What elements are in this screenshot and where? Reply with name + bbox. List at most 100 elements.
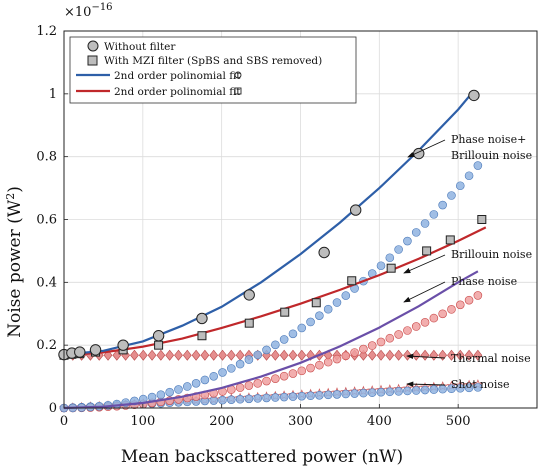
point-thermal-noise (420, 349, 430, 361)
point-with-mzi-filter-spbs-and-sbs-removed (197, 331, 207, 341)
point-phase-noise (315, 360, 324, 370)
point-without-filter (89, 344, 102, 356)
legend-square-symbol (234, 87, 242, 95)
annotation-phase-brillouin-line1: Phase noise+ (451, 133, 526, 146)
point-phase-noise-brillouin-noise (403, 236, 412, 246)
arrow-phase (403, 281, 446, 303)
point-shot-noise-blue (385, 387, 395, 397)
point-phase-noise-brillouin-noise (447, 191, 456, 200)
point-phase-noise-brillouin-noise (209, 371, 218, 381)
annotation-brillouin: Brillouin noise (451, 248, 532, 261)
point-shot-noise-blue (394, 387, 403, 396)
point-phase-noise-brillouin-noise (376, 261, 386, 271)
point-with-mzi-filter-spbs-and-sbs-removed (386, 263, 396, 273)
point-without-filter (196, 312, 208, 325)
point-phase-noise (323, 357, 333, 367)
point-shot-noise-blue (455, 383, 465, 393)
point-phase-noise (473, 291, 483, 300)
point-thermal-noise (403, 349, 412, 361)
point-phase-noise (359, 344, 368, 354)
point-without-filter (349, 204, 362, 216)
point-phase-noise-brillouin-noise (288, 329, 298, 339)
point-shot-noise-blue (297, 391, 307, 401)
point-without-filter (318, 246, 330, 259)
point-phase-noise-brillouin-noise (235, 359, 245, 369)
point-thermal-noise (367, 349, 377, 361)
y-tick-label: 0.4 (36, 275, 57, 290)
point-phase-noise (403, 326, 412, 335)
point-with-mzi-filter-spbs-and-sbs-removed (244, 318, 254, 328)
point-phase-noise (420, 318, 430, 327)
point-phase-noise-brillouin-noise (473, 161, 483, 170)
point-phase-noise-brillouin-noise (420, 219, 430, 228)
point-shot-noise-blue (341, 389, 351, 399)
point-phase-noise-brillouin-noise (341, 291, 351, 300)
point-phase-noise-brillouin-noise (279, 335, 289, 344)
point-shot-noise-blue (367, 388, 377, 397)
point-phase-noise (244, 381, 254, 390)
point-shot-noise-blue (376, 387, 386, 397)
point-without-filter (243, 289, 255, 301)
axis-ticks: 0 100 200 300 400 500 0 0.2 0.4 0.6 0.8 1 1.2 (36, 24, 470, 429)
point-shot-noise-blue (253, 394, 263, 403)
point-phase-noise-brillouin-noise (156, 390, 166, 400)
point-phase-noise-brillouin-noise (147, 392, 157, 402)
series-line-brillouin-noise (63, 270, 479, 410)
y-tick-label: 1.2 (36, 24, 57, 39)
point-thermal-noise (429, 349, 439, 361)
point-phase-noise (297, 366, 307, 376)
point-shot-noise-blue (420, 385, 430, 395)
point-with-mzi-filter-spbs-and-sbs-removed (445, 235, 455, 245)
point-shot-noise-blue (227, 395, 236, 404)
point-shot-noise-blue (235, 394, 245, 404)
point-phase-noise (279, 371, 289, 381)
point-shot-noise-blue (323, 390, 333, 400)
point-shot-noise-blue (473, 383, 483, 392)
point-thermal-noise (376, 349, 386, 361)
point-phase-noise (253, 379, 263, 388)
x-tick-label: 300 (288, 414, 313, 429)
point-thermal-noise (130, 349, 139, 361)
point-phase-noise (411, 322, 421, 331)
point-thermal-noise (270, 349, 280, 361)
point-phase-noise-brillouin-noise (306, 317, 315, 327)
point-phase-noise (367, 341, 377, 350)
y-exponent: ×10−16 (64, 2, 113, 20)
point-phase-noise (235, 383, 245, 392)
point-shot-noise-blue (438, 384, 447, 394)
point-phase-noise (429, 313, 439, 323)
point-phase-noise-brillouin-noise (297, 323, 307, 333)
point-phase-noise (332, 354, 342, 364)
point-phase-noise (376, 337, 386, 347)
point-phase-noise-brillouin-noise (218, 368, 227, 377)
point-phase-noise (341, 351, 351, 361)
point-without-filter (74, 346, 86, 358)
point-thermal-noise (306, 349, 315, 361)
x-tick-label: 200 (209, 414, 234, 429)
point-thermal-noise (411, 349, 421, 361)
point-phase-noise (262, 376, 271, 386)
point-phase-noise (306, 363, 315, 373)
point-thermal-noise (156, 349, 166, 361)
point-with-mzi-filter-spbs-and-sbs-removed (477, 215, 487, 224)
point-without-filter (468, 89, 480, 102)
point-thermal-noise (165, 349, 175, 361)
point-thermal-noise (438, 349, 448, 361)
point-thermal-noise (138, 349, 148, 361)
point-thermal-noise (174, 349, 183, 361)
legend: Without filter With MZI filter (SpBS and… (69, 36, 357, 104)
x-axis-label: Mean backscattered power (nW) (121, 447, 403, 467)
point-thermal-noise (473, 349, 483, 361)
point-phase-noise-brillouin-noise (200, 375, 210, 385)
point-with-mzi-filter-spbs-and-sbs-removed (311, 298, 321, 308)
point-thermal-noise (279, 349, 289, 361)
point-without-filter (117, 339, 129, 351)
point-shot-noise-blue (447, 384, 456, 393)
arrow-brillouin (403, 254, 446, 274)
point-thermal-noise (297, 349, 307, 361)
point-thermal-noise (226, 349, 236, 361)
point-shot-noise-blue (262, 393, 271, 403)
arrow-phase-brillouin (407, 139, 446, 158)
point-phase-noise-brillouin-noise (429, 210, 439, 219)
point-shot-noise-blue (403, 386, 412, 396)
